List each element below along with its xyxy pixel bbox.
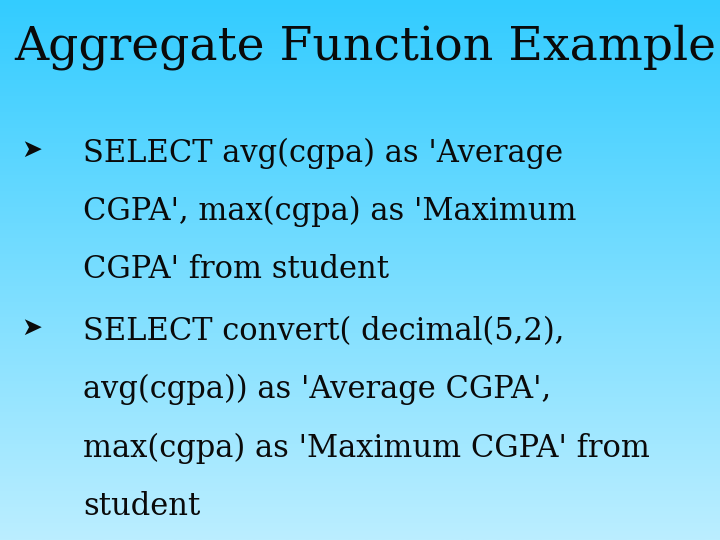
Text: SELECT convert( decimal(5,2),: SELECT convert( decimal(5,2), xyxy=(83,316,564,347)
Text: max(cgpa) as 'Maximum CGPA' from: max(cgpa) as 'Maximum CGPA' from xyxy=(83,433,649,464)
Text: avg(cgpa)) as 'Average CGPA',: avg(cgpa)) as 'Average CGPA', xyxy=(83,374,551,406)
Text: CGPA', max(cgpa) as 'Maximum: CGPA', max(cgpa) as 'Maximum xyxy=(83,196,576,227)
Text: Aggregate Function Example: Aggregate Function Example xyxy=(14,24,716,70)
Text: student: student xyxy=(83,491,200,522)
Text: SELECT avg(cgpa) as 'Average: SELECT avg(cgpa) as 'Average xyxy=(83,138,563,169)
Text: ➤: ➤ xyxy=(22,316,42,340)
Text: ➤: ➤ xyxy=(22,138,42,161)
Text: CGPA' from student: CGPA' from student xyxy=(83,254,389,285)
